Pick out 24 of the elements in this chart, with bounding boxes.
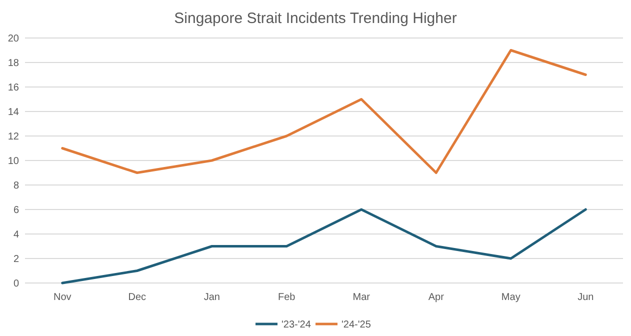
y-tick-label: 20	[8, 34, 20, 44]
x-tick-label: Mar	[352, 292, 371, 303]
y-tick-label: 10	[8, 156, 20, 167]
line-series	[61, 208, 587, 284]
x-tick-label: Jan	[204, 292, 220, 303]
x-tick-label: Apr	[428, 292, 445, 303]
y-tick-label: 6	[13, 205, 20, 216]
y-tick-label: 8	[13, 180, 20, 192]
chart-title: Singapore Strait Incidents Trending Higher	[174, 10, 457, 27]
y-tick-label: 16	[8, 82, 20, 94]
legend-label: '23-'24	[282, 320, 312, 330]
x-tick-label: May	[501, 292, 520, 303]
y-tick-label: 12	[8, 132, 20, 142]
y-tick-label: 18	[8, 58, 20, 69]
legend-label: '24-'25	[342, 320, 372, 330]
y-tick-label: 4	[13, 230, 20, 240]
line-series	[61, 49, 587, 174]
x-tick-label: Dec	[128, 292, 146, 303]
x-tick-label: Feb	[278, 292, 296, 303]
y-tick-label: 0	[13, 278, 20, 290]
y-tick-label: 2	[13, 254, 20, 265]
x-tick-label: Nov	[53, 292, 72, 303]
y-tick-label: 14	[8, 107, 20, 118]
x-tick-label: Jun	[578, 292, 594, 303]
